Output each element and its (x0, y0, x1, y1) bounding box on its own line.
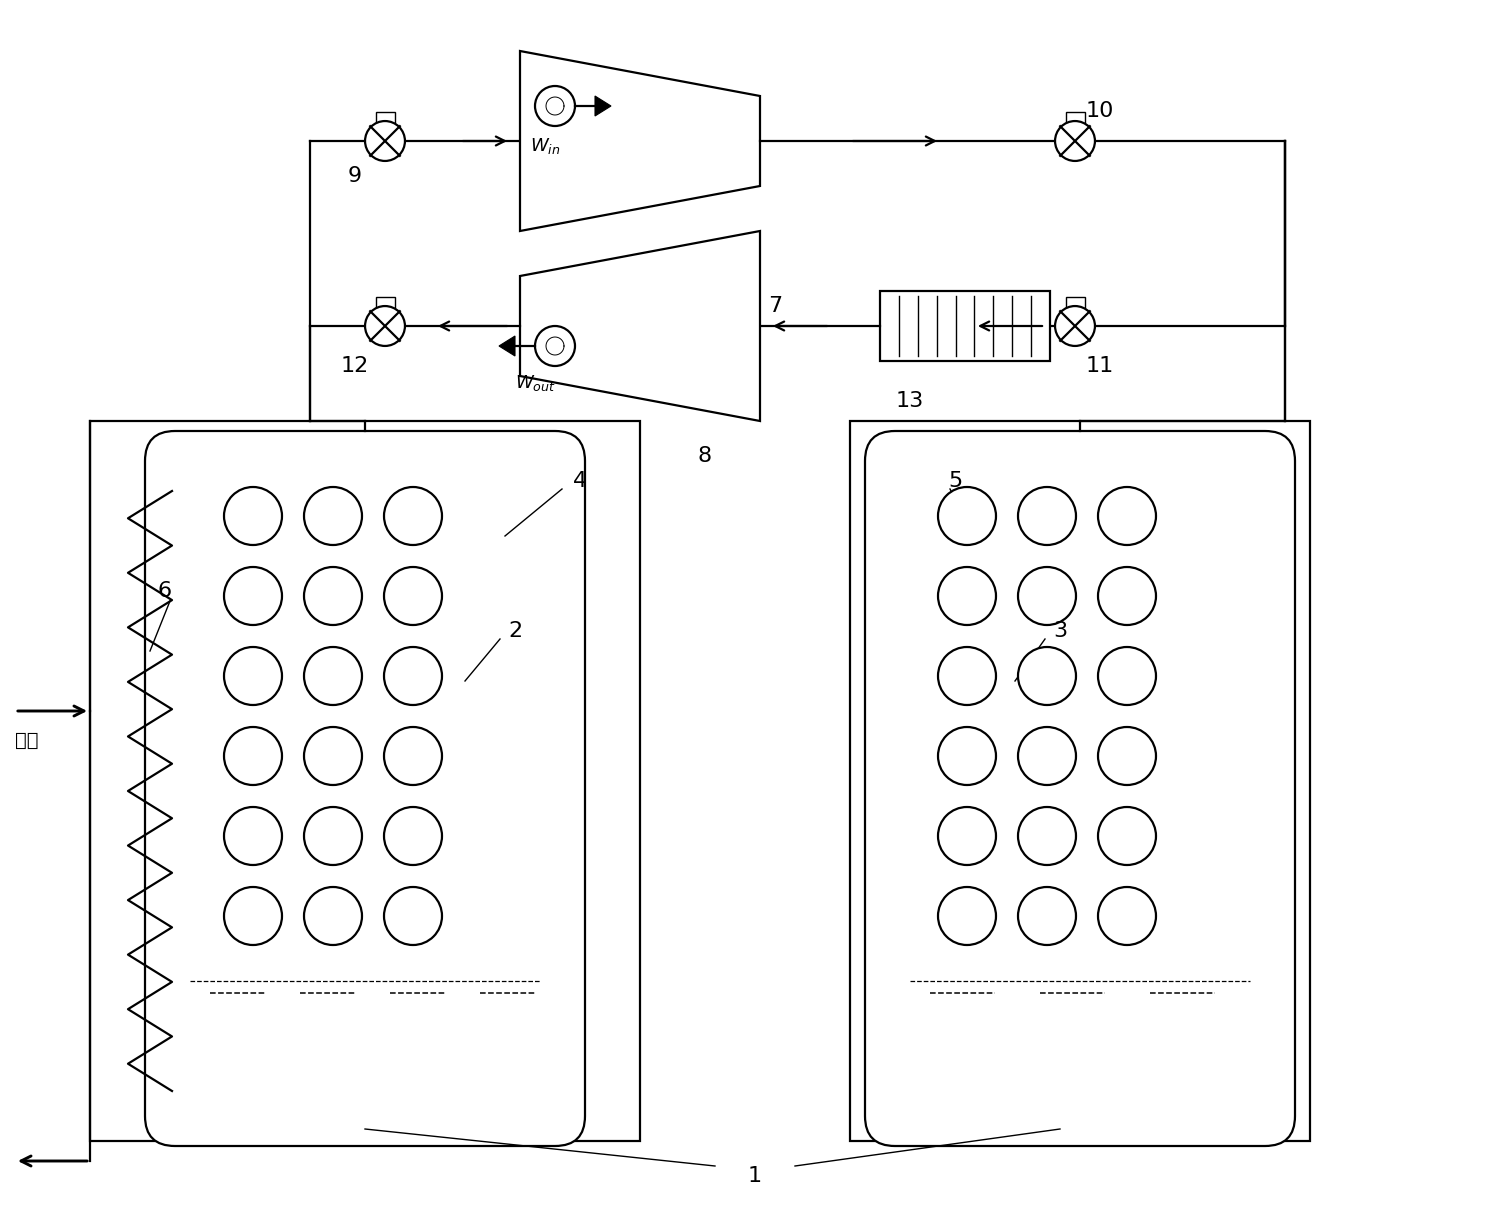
Bar (1065, 113, 1085, 130)
Bar (375, 298, 394, 315)
Circle shape (304, 807, 362, 865)
Circle shape (384, 727, 442, 785)
Circle shape (1055, 306, 1095, 346)
Circle shape (1018, 727, 1076, 785)
Circle shape (304, 727, 362, 785)
Circle shape (1018, 487, 1076, 545)
FancyBboxPatch shape (144, 431, 585, 1146)
Circle shape (304, 567, 362, 625)
Circle shape (1098, 886, 1156, 945)
Bar (89, 421, 640, 1141)
Circle shape (1098, 727, 1156, 785)
Circle shape (384, 807, 442, 865)
Bar (879, 291, 1051, 361)
Circle shape (1018, 807, 1076, 865)
Text: 5: 5 (948, 471, 963, 490)
Text: 12: 12 (341, 356, 369, 375)
Circle shape (304, 647, 362, 705)
Circle shape (1098, 647, 1156, 705)
Text: 7: 7 (768, 295, 783, 316)
Polygon shape (498, 335, 515, 356)
Text: 13: 13 (896, 391, 924, 411)
Circle shape (225, 487, 283, 545)
Circle shape (225, 647, 283, 705)
Circle shape (1018, 647, 1076, 705)
Text: 10: 10 (1086, 101, 1115, 121)
Circle shape (536, 326, 574, 366)
FancyBboxPatch shape (865, 431, 1295, 1146)
Circle shape (1018, 567, 1076, 625)
Text: 3: 3 (1054, 621, 1067, 641)
Circle shape (225, 886, 283, 945)
Circle shape (1098, 487, 1156, 545)
Text: 4: 4 (573, 471, 588, 490)
Polygon shape (519, 51, 760, 231)
Circle shape (937, 886, 995, 945)
Circle shape (365, 306, 405, 346)
Circle shape (937, 727, 995, 785)
Circle shape (384, 487, 442, 545)
Circle shape (1098, 567, 1156, 625)
Polygon shape (519, 231, 760, 421)
Circle shape (937, 487, 995, 545)
Text: 空气: 空气 (15, 731, 39, 750)
Bar (850, 421, 1309, 1141)
Circle shape (225, 807, 283, 865)
Circle shape (225, 727, 283, 785)
Polygon shape (595, 96, 612, 116)
Circle shape (384, 647, 442, 705)
Text: 8: 8 (698, 446, 713, 466)
Circle shape (365, 121, 405, 161)
Text: 2: 2 (507, 621, 522, 641)
Circle shape (937, 807, 995, 865)
Text: 6: 6 (158, 581, 173, 601)
Circle shape (937, 647, 995, 705)
Circle shape (225, 567, 283, 625)
Bar (1065, 298, 1085, 315)
Circle shape (304, 487, 362, 545)
Circle shape (937, 567, 995, 625)
Circle shape (1098, 807, 1156, 865)
Circle shape (384, 886, 442, 945)
Circle shape (1018, 886, 1076, 945)
Bar (375, 113, 394, 130)
Text: $W_{out}$: $W_{out}$ (515, 373, 555, 394)
Text: 9: 9 (348, 166, 362, 186)
Circle shape (384, 567, 442, 625)
Circle shape (304, 886, 362, 945)
Text: 11: 11 (1086, 356, 1115, 375)
Circle shape (536, 86, 574, 126)
Text: $W_{in}$: $W_{in}$ (530, 136, 559, 156)
Circle shape (1055, 121, 1095, 161)
Text: 1: 1 (748, 1166, 762, 1186)
